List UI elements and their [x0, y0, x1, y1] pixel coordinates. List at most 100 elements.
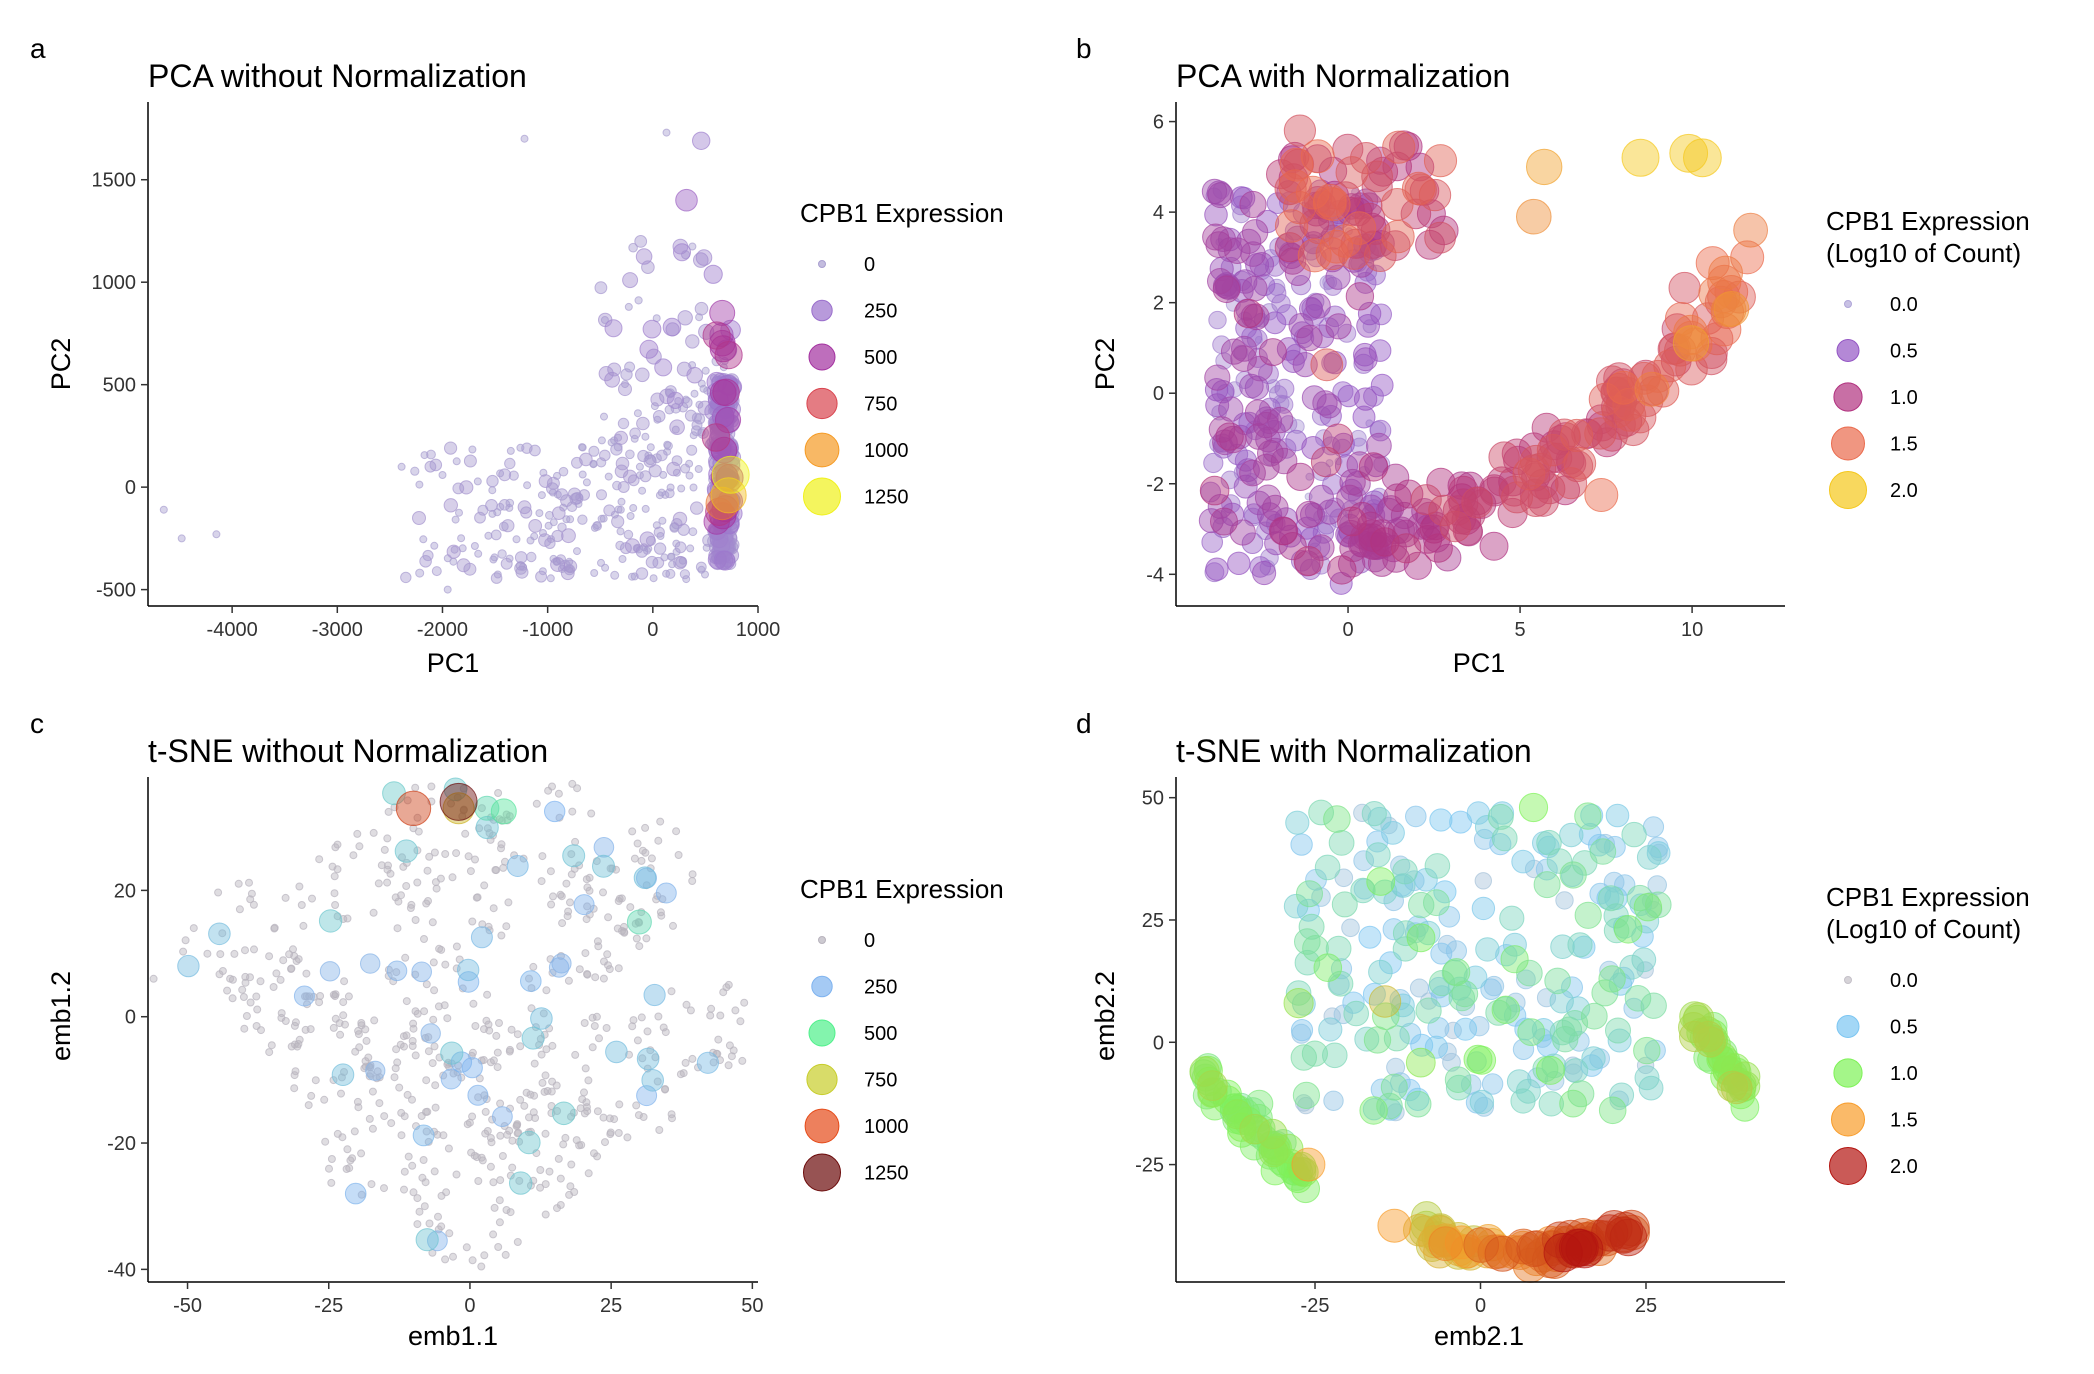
data-point: [580, 1109, 589, 1118]
data-point: [1244, 399, 1272, 427]
data-point: [397, 1108, 406, 1117]
data-point: [345, 1164, 354, 1173]
data-point: [1516, 198, 1552, 235]
data-point: [686, 444, 698, 456]
data-point: [351, 1047, 360, 1056]
data-point: [1559, 1089, 1587, 1118]
data-point: [537, 491, 546, 500]
data-point: [418, 1173, 427, 1182]
data-point: [568, 779, 577, 788]
legend-label: 750: [864, 1070, 897, 1092]
data-point: [1274, 209, 1309, 243]
data-point: [686, 1006, 695, 1015]
data-point: [413, 1220, 422, 1229]
data-point: [1295, 500, 1323, 529]
data-point: [590, 1022, 599, 1030]
data-point: [444, 1144, 453, 1153]
data-point: [602, 1024, 611, 1032]
plot-title: t-SNE without Normalization: [148, 733, 548, 769]
data-point: [561, 528, 576, 544]
data-point: [639, 470, 652, 483]
data-point: [368, 1124, 377, 1133]
data-point: [276, 975, 285, 984]
legend-key: [818, 936, 826, 944]
data-point: [468, 1112, 477, 1121]
data-point: [159, 505, 168, 514]
plot-title: t-SNE with Normalization: [1176, 733, 1532, 769]
data-point: [681, 1058, 690, 1067]
data-point: [1239, 459, 1266, 487]
legend-label: 0.0: [1890, 294, 1918, 316]
data-point: [1499, 905, 1525, 931]
data-point: [552, 1101, 576, 1126]
data-point: [247, 889, 256, 898]
data-point: [177, 954, 200, 978]
data-point: [1312, 390, 1338, 416]
data-point: [400, 1042, 408, 1051]
data-point: [577, 514, 588, 525]
data-point: [594, 281, 608, 295]
data-point: [386, 960, 408, 982]
data-point: [464, 852, 473, 861]
legend-key: [1844, 976, 1852, 984]
data-point: [1605, 803, 1630, 828]
data-point: [688, 1054, 697, 1063]
data-point: [241, 946, 249, 955]
data-point: [546, 574, 555, 583]
panel-a: a PCA without Normalization PC1 PC2 -400…: [30, 33, 1004, 678]
data-point: [598, 366, 614, 382]
data-point: [340, 977, 349, 986]
data-point: [624, 302, 633, 311]
data-point: [431, 566, 442, 577]
data-point: [452, 457, 461, 466]
data-point: [420, 1023, 441, 1044]
legend-key: [806, 387, 838, 420]
data-point: [635, 248, 653, 265]
data-point: [1296, 324, 1323, 352]
panel-letter: d: [1076, 708, 1092, 739]
data-point: [1439, 510, 1472, 543]
data-point: [1210, 507, 1238, 536]
data-point: [1305, 293, 1331, 319]
data-point: [470, 1151, 479, 1160]
data-point: [235, 905, 244, 914]
data-point: [656, 449, 668, 462]
data-point: [1633, 893, 1663, 922]
data-point: [1479, 531, 1509, 561]
data-point: [579, 452, 593, 467]
data-point: [443, 498, 458, 513]
data-point: [710, 477, 747, 514]
data-point: [413, 1009, 422, 1018]
data-point: [626, 909, 652, 935]
plot-title: PCA with Normalization: [1176, 58, 1510, 94]
data-point: [605, 1040, 628, 1064]
data-point: [1423, 533, 1453, 563]
data-point: [375, 1099, 384, 1108]
data-point: [242, 1012, 251, 1020]
data-point: [1552, 1026, 1579, 1053]
data-point: [1405, 1047, 1436, 1078]
y-tick-label: 4: [1153, 202, 1164, 224]
data-point: [1429, 808, 1453, 832]
data-point: [360, 953, 381, 974]
data-point: [578, 1095, 587, 1104]
data-point: [483, 990, 492, 999]
data-point: [1232, 205, 1251, 224]
data-point: [1518, 792, 1549, 823]
data-point: [411, 961, 433, 983]
data-point: [1314, 854, 1341, 881]
data-point: [319, 961, 341, 982]
data-point: [1296, 880, 1323, 908]
data-point: [1428, 1226, 1464, 1262]
data-point: [466, 867, 475, 876]
data-point: [380, 1112, 389, 1121]
data-point: [1267, 406, 1294, 434]
data-point: [1410, 484, 1442, 516]
data-point: [508, 1163, 517, 1172]
data-point: [625, 449, 635, 460]
data-point: [1389, 130, 1419, 161]
data-point: [638, 486, 647, 495]
data-point: [1382, 130, 1416, 164]
data-point: [641, 1069, 665, 1092]
data-point: [1526, 148, 1563, 186]
